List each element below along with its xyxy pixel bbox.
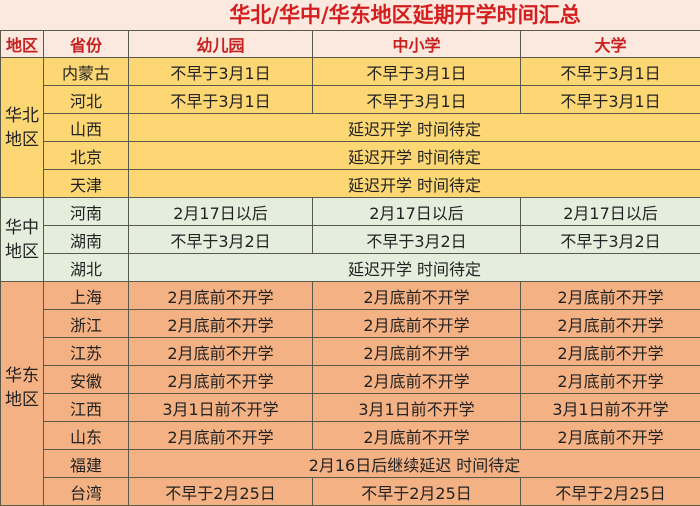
header-row: 地区 省份 幼儿园 中小学 大学 bbox=[1, 31, 700, 58]
kindergarten-cell: 2月底前不开学 bbox=[129, 366, 313, 394]
province-cell: 内蒙古 bbox=[44, 58, 129, 86]
province-cell: 浙江 bbox=[44, 310, 129, 338]
kindergarten-cell: 不早于3月2日 bbox=[129, 226, 313, 254]
merged-status-cell: 延迟开学 时间待定 bbox=[129, 142, 700, 170]
province-cell: 山东 bbox=[44, 422, 129, 450]
university-cell: 2月底前不开学 bbox=[521, 338, 700, 366]
school-cell: 2月17日以后 bbox=[313, 198, 521, 226]
school-cell: 不早于3月1日 bbox=[313, 86, 521, 114]
table-row: 天津延迟开学 时间待定 bbox=[1, 170, 700, 198]
university-cell: 2月底前不开学 bbox=[521, 422, 700, 450]
province-cell: 湖南 bbox=[44, 226, 129, 254]
merged-status-cell: 延迟开学 时间待定 bbox=[129, 170, 700, 198]
province-cell: 天津 bbox=[44, 170, 129, 198]
province-cell: 江西 bbox=[44, 394, 129, 422]
university-cell: 不早于3月2日 bbox=[521, 226, 700, 254]
table-row: 山西延迟开学 时间待定 bbox=[1, 114, 700, 142]
school-cell: 2月底前不开学 bbox=[313, 422, 521, 450]
table-row: 华北地区内蒙古不早于3月1日不早于3月1日不早于3月1日 bbox=[1, 58, 700, 86]
university-cell: 不早于2月25日 bbox=[521, 478, 700, 506]
merged-status-cell: 2月16日后继续延迟 时间待定 bbox=[129, 450, 700, 478]
school-cell: 2月底前不开学 bbox=[313, 282, 521, 310]
university-cell: 3月1日前不开学 bbox=[521, 394, 700, 422]
university-cell: 不早于3月1日 bbox=[521, 58, 700, 86]
school-cell: 不早于3月2日 bbox=[313, 226, 521, 254]
province-cell: 安徽 bbox=[44, 366, 129, 394]
merged-status-cell: 延迟开学 时间待定 bbox=[129, 254, 700, 282]
region-cell: 华东地区 bbox=[1, 282, 44, 506]
table-row: 河北不早于3月1日不早于3月1日不早于3月1日 bbox=[1, 86, 700, 114]
page-title: 华北/华中/华东地区延期开学时间汇总 bbox=[0, 0, 700, 30]
province-cell: 台湾 bbox=[44, 478, 129, 506]
school-cell: 2月底前不开学 bbox=[313, 338, 521, 366]
kindergarten-cell: 不早于3月1日 bbox=[129, 86, 313, 114]
region-cell: 华中地区 bbox=[1, 198, 44, 282]
university-cell: 2月17日以后 bbox=[521, 198, 700, 226]
kindergarten-cell: 2月17日以后 bbox=[129, 198, 313, 226]
university-cell: 2月底前不开学 bbox=[521, 310, 700, 338]
kindergarten-cell: 3月1日前不开学 bbox=[129, 394, 313, 422]
kindergarten-cell: 2月底前不开学 bbox=[129, 422, 313, 450]
province-cell: 北京 bbox=[44, 142, 129, 170]
header-university: 大学 bbox=[521, 31, 700, 58]
schedule-table: 地区 省份 幼儿园 中小学 大学 华北地区内蒙古不早于3月1日不早于3月1日不早… bbox=[0, 30, 700, 506]
school-cell: 3月1日前不开学 bbox=[313, 394, 521, 422]
kindergarten-cell: 2月底前不开学 bbox=[129, 338, 313, 366]
table-row: 湖北延迟开学 时间待定 bbox=[1, 254, 700, 282]
school-cell: 不早于3月1日 bbox=[313, 58, 521, 86]
kindergarten-cell: 2月底前不开学 bbox=[129, 310, 313, 338]
school-cell: 不早于2月25日 bbox=[313, 478, 521, 506]
university-cell: 2月底前不开学 bbox=[521, 366, 700, 394]
province-cell: 湖北 bbox=[44, 254, 129, 282]
school-cell: 2月底前不开学 bbox=[313, 366, 521, 394]
table-row: 台湾不早于2月25日不早于2月25日不早于2月25日 bbox=[1, 478, 700, 506]
table-row: 湖南不早于3月2日不早于3月2日不早于3月2日 bbox=[1, 226, 700, 254]
table-row: 北京延迟开学 时间待定 bbox=[1, 142, 700, 170]
school-cell: 2月底前不开学 bbox=[313, 310, 521, 338]
merged-status-cell: 延迟开学 时间待定 bbox=[129, 114, 700, 142]
province-cell: 福建 bbox=[44, 450, 129, 478]
header-province: 省份 bbox=[44, 31, 129, 58]
province-cell: 河南 bbox=[44, 198, 129, 226]
kindergarten-cell: 不早于3月1日 bbox=[129, 58, 313, 86]
region-cell: 华北地区 bbox=[1, 58, 44, 198]
province-cell: 河北 bbox=[44, 86, 129, 114]
header-kindergarten: 幼儿园 bbox=[129, 31, 313, 58]
header-region: 地区 bbox=[1, 31, 44, 58]
kindergarten-cell: 2月底前不开学 bbox=[129, 282, 313, 310]
university-cell: 不早于3月1日 bbox=[521, 86, 700, 114]
header-school: 中小学 bbox=[313, 31, 521, 58]
university-cell: 2月底前不开学 bbox=[521, 282, 700, 310]
province-cell: 山西 bbox=[44, 114, 129, 142]
kindergarten-cell: 不早于2月25日 bbox=[129, 478, 313, 506]
province-cell: 江苏 bbox=[44, 338, 129, 366]
province-cell: 上海 bbox=[44, 282, 129, 310]
